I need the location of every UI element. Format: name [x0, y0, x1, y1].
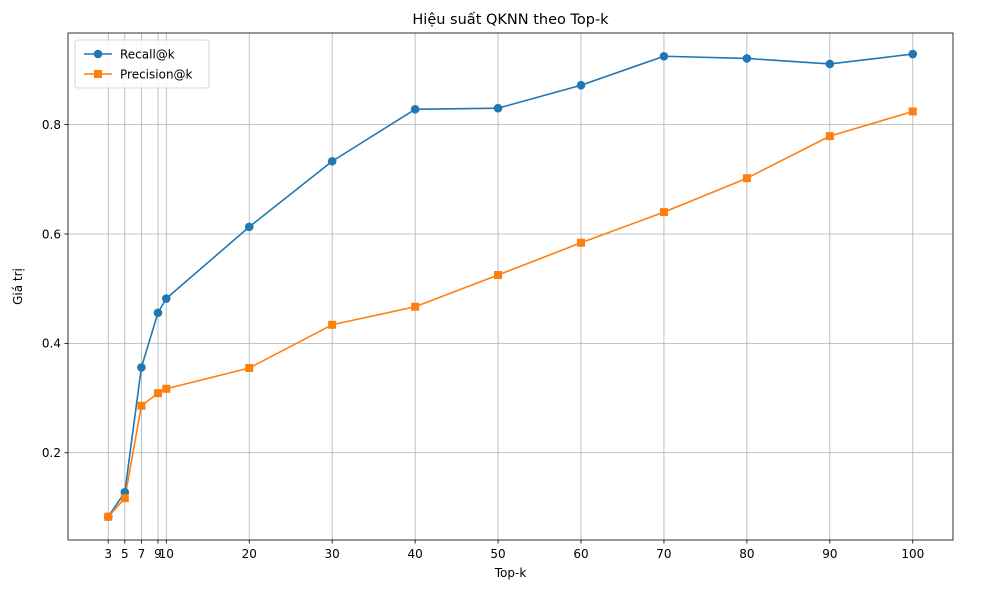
data-point-precision-k [120, 494, 129, 503]
data-point-recall-k [327, 156, 337, 166]
data-point-recall-k [908, 49, 918, 59]
x-tick-label: 90 [822, 547, 837, 561]
data-point-recall-k [153, 308, 163, 318]
data-point-recall-k [742, 54, 752, 63]
x-tick-label: 10 [159, 547, 174, 561]
legend-box [74, 39, 210, 89]
data-point-precision-k [825, 132, 834, 141]
x-tick-label: 5 [121, 547, 129, 561]
data-point-recall-k [659, 51, 669, 61]
x-tick-label: 100 [901, 547, 924, 561]
legend: Recall@k Precision@k [74, 39, 210, 89]
data-point-recall-k [161, 294, 171, 303]
x-tick-label: 3 [104, 547, 112, 561]
y-tick-label: 0.2 [42, 446, 61, 460]
x-tick-label: 9 [154, 547, 162, 561]
data-point-recall-k [244, 222, 254, 232]
data-point-precision-k [162, 384, 171, 393]
grid [68, 33, 953, 540]
x-axis-label: Top-k [494, 566, 527, 580]
data-point-precision-k [245, 363, 254, 372]
data-point-precision-k [659, 208, 668, 217]
y-tick-label: 0.6 [42, 227, 61, 241]
x-tick-label: 40 [407, 547, 422, 561]
series-line-recall-k [107, 53, 913, 518]
x-tick-label: 20 [242, 547, 257, 561]
x-axis-ticks: 3 5 7 910 20 30 40 50 60 70 80 90 100 [104, 540, 924, 561]
data-point-precision-k [494, 271, 503, 280]
data-point-recall-k [576, 80, 586, 90]
data-point-precision-k [411, 302, 420, 311]
data-point-precision-k [153, 389, 162, 398]
data-point-recall-k [493, 103, 503, 113]
legend-label-precision-k: Precision@k [120, 67, 193, 81]
series-markers [103, 49, 918, 522]
y-axis-label: Giá trị [11, 268, 25, 305]
data-point-precision-k [742, 174, 751, 183]
legend-marker-precision-k [94, 70, 102, 78]
y-axis-ticks: 0.2 0.4 0.6 0.8 [42, 118, 68, 460]
chart-title: Hiệu suất QKNN theo Top-k [412, 12, 609, 28]
data-point-recall-k [137, 363, 146, 372]
x-tick-label: 50 [490, 547, 505, 561]
data-point-precision-k [328, 320, 337, 329]
legend-label-recall-k: Recall@k [120, 47, 175, 61]
data-point-precision-k [104, 512, 113, 521]
x-tick-label: 80 [739, 547, 754, 561]
data-point-recall-k [825, 59, 835, 69]
x-tick-label: 60 [573, 547, 588, 561]
plot-frame [67, 32, 954, 541]
legend-marker-recall-k [93, 49, 103, 59]
y-tick-label: 0.4 [42, 337, 61, 351]
y-tick-label: 0.8 [42, 118, 61, 132]
x-tick-label: 70 [656, 547, 671, 561]
data-point-recall-k [410, 104, 420, 114]
data-point-precision-k [577, 238, 586, 247]
data-point-precision-k [908, 107, 917, 116]
data-point-precision-k [137, 401, 146, 410]
x-tick-label: 7 [138, 547, 146, 561]
x-tick-label: 30 [325, 547, 340, 561]
